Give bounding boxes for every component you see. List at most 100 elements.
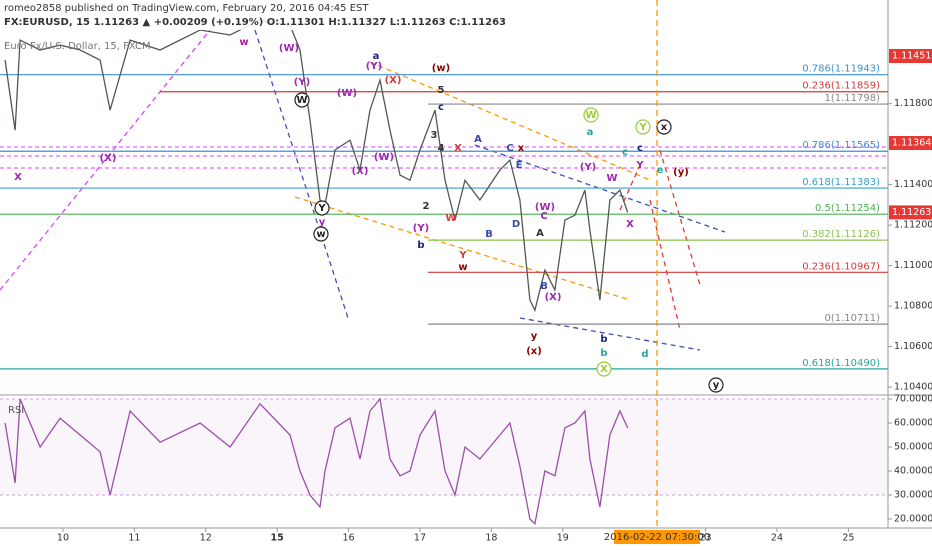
x-tick-label: 19 [557, 533, 569, 544]
wave-label: w [239, 37, 248, 48]
y-tick-label: 20.0000 [894, 514, 932, 525]
wave-label: E [516, 160, 523, 171]
fib-label: 1(1.11798) [824, 93, 880, 104]
wave-label: c [622, 147, 628, 158]
y-tick-label: 60.0000 [894, 418, 932, 429]
rsi-line [4, 397, 629, 526]
x-tick-label: 15 [271, 533, 284, 544]
wave-label: D [512, 219, 520, 230]
wave-label: W [296, 95, 307, 106]
wave-circle [294, 92, 310, 108]
fib-label: 0.618(1.11383) [802, 177, 880, 188]
y-tick-label: 1.11400 [894, 179, 932, 190]
x-tick-label: 25 [842, 533, 854, 544]
wave-label: x [661, 122, 668, 133]
wave-circle [708, 377, 724, 393]
wave-label: a [587, 127, 594, 138]
wave-label: 2 [423, 201, 430, 212]
fib-label: 0.236(1.11859) [802, 81, 880, 92]
x-tick-label: 17 [414, 533, 426, 544]
trendline [659, 149, 701, 286]
wave-circle [656, 119, 672, 135]
trendline [254, 29, 349, 319]
price-label-box [889, 205, 932, 220]
wave-label: 4 [438, 143, 445, 154]
wave-label: 3 [431, 130, 438, 141]
wave-label: (Y) [294, 77, 310, 88]
wave-label: C [506, 143, 513, 154]
fib-label: 0.786(1.11943) [802, 64, 880, 75]
price-label-box [889, 136, 932, 150]
wave-label: A [536, 228, 544, 239]
wave-label: X [600, 364, 608, 375]
header-bg [0, 0, 420, 30]
wave-label: Y [635, 160, 644, 171]
wave-label: d [641, 349, 648, 360]
wave-label: B [540, 281, 548, 292]
wave-label: W [606, 173, 617, 184]
wave-label: (X) [352, 166, 369, 177]
wave-label: b [600, 334, 607, 345]
wave-label: b [600, 348, 607, 359]
wave-label: (X) [385, 75, 402, 86]
wave-circle [635, 119, 651, 135]
wave-label: Y [638, 122, 647, 133]
wave-label: (Y) [413, 223, 429, 234]
trendline [369, 61, 651, 181]
wave-label: (W) [279, 43, 299, 54]
wave-label: a [373, 51, 380, 62]
y-tick-label: 1.10400 [894, 382, 932, 393]
wave-label: (X) [545, 292, 562, 303]
trendline [519, 317, 701, 351]
price-label: 1.11364 [892, 138, 931, 149]
fib-label: 0.618(1.10490) [802, 358, 880, 369]
x-tick-label: 11 [128, 533, 140, 544]
wave-label: (Y) [580, 162, 596, 173]
series-title: Euro Fx/U.S. Dollar, 15, FXCM [4, 41, 151, 52]
y-tick-label: 70.0000 [894, 394, 932, 405]
y-tick-label: 40.0000 [894, 466, 932, 477]
x-tick-label: 23 [700, 533, 712, 544]
fib-label: 0.382(1.11126) [802, 229, 880, 240]
price-line [4, 19, 629, 313]
symbol-line: FX:EURUSD, 15 1.11263 ▲ +0.00209 (+0.19%… [4, 17, 506, 28]
wave-label: y [319, 217, 326, 228]
wave-label: (Y) [366, 61, 382, 72]
y-tick-label: 30.0000 [894, 490, 932, 501]
fib-label: 0(1.10711) [824, 313, 880, 324]
price-label: 1.11451 [892, 51, 931, 62]
x-tick-label: 16 [343, 533, 355, 544]
wave-label: w [316, 229, 325, 240]
wave-label: X [454, 143, 462, 154]
wave-label: b [417, 240, 424, 251]
fib-label: 0.236(1.10967) [802, 261, 880, 272]
drawings [0, 29, 888, 351]
trendline [0, 29, 211, 291]
fib-label: 0.786(1.11565) [802, 140, 880, 151]
wave-circle [314, 200, 330, 216]
wave-label: Y [458, 250, 467, 261]
fib-label: 0.5(1.11254) [815, 203, 880, 214]
wave-circle [313, 226, 329, 242]
trendline [474, 144, 726, 233]
wave-label: y [531, 331, 538, 342]
wave-label: (w) [432, 63, 450, 74]
wave-label: B [485, 229, 493, 240]
wave-label: A [474, 134, 482, 145]
wave-label: y [713, 380, 720, 391]
wave-label: (y) [673, 167, 689, 178]
y-tick-label: 1.11000 [894, 260, 932, 271]
wave-label: X [14, 172, 22, 183]
x-tick-label: 12 [200, 533, 212, 544]
wave-circle [596, 361, 612, 377]
price-label-box [889, 49, 932, 63]
rsi-band [0, 399, 888, 496]
y-tick-label: 1.11200 [894, 220, 932, 231]
wave-label: (x) [526, 346, 542, 357]
y-tick-label: 1.11800 [894, 98, 932, 109]
price-label: 1.11263 [892, 207, 931, 218]
wave-label: W [445, 213, 456, 224]
wave-label: c [438, 102, 444, 113]
wave-label: (W) [374, 152, 394, 163]
